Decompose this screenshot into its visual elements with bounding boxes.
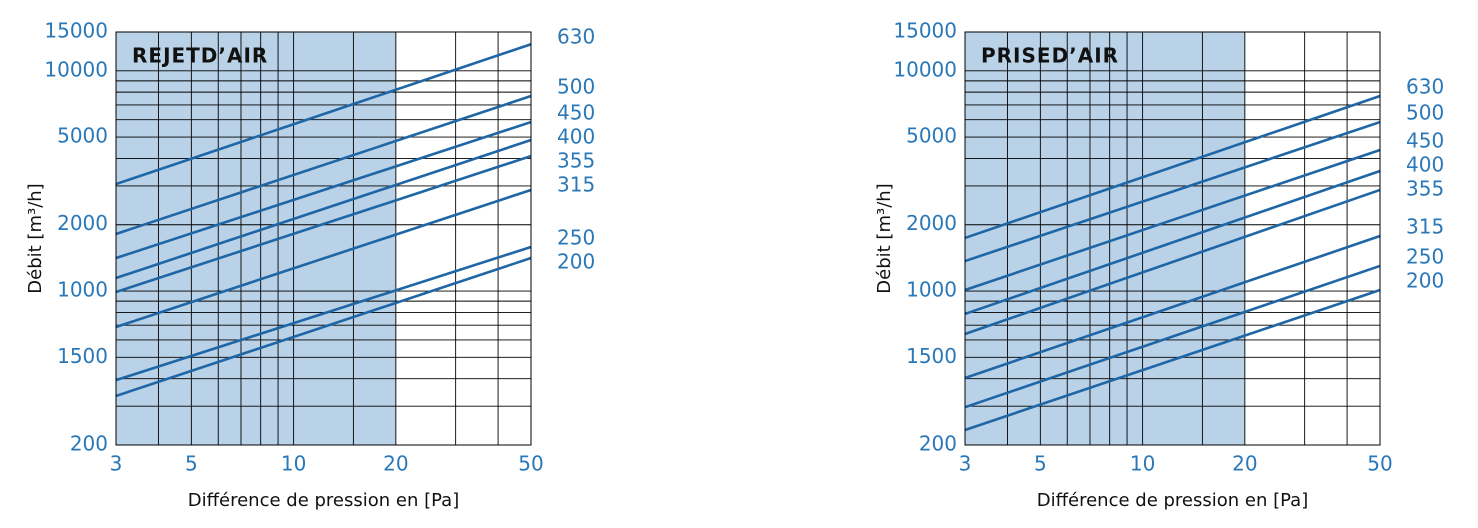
chart-title: PRISED’AIR <box>981 44 1119 68</box>
y-tick-label: 200 <box>919 432 957 456</box>
series-line <box>964 234 1381 380</box>
series-line <box>115 245 532 382</box>
shaded-region <box>965 32 1245 445</box>
y-tick-label: 1000 <box>57 278 108 302</box>
x-tick-label: 3 <box>959 452 972 476</box>
y-tick-label: 10000 <box>893 57 957 81</box>
legend-label: 400 <box>1406 152 1444 176</box>
y-tick-label: 15000 <box>893 19 957 43</box>
y-tick-label: 1500 <box>906 344 957 368</box>
series-line <box>964 169 1381 316</box>
legend-label: 315 <box>557 173 595 197</box>
series-line <box>115 154 532 294</box>
legend-label: 630 <box>1406 75 1444 99</box>
series-line <box>964 288 1381 432</box>
legend-label: 400 <box>557 125 595 149</box>
series-line <box>115 94 532 236</box>
legend-label: 200 <box>1406 268 1444 292</box>
series-line <box>964 264 1381 409</box>
legend-label: 200 <box>557 249 595 273</box>
legend-label: 315 <box>1406 214 1444 238</box>
y-tick-label: 2000 <box>906 211 957 235</box>
legend-label: 500 <box>1406 101 1444 125</box>
y-tick-label: 5000 <box>906 124 957 148</box>
y-axis-label: Débit [m³/h] <box>25 183 46 293</box>
x-tick-label: 5 <box>1034 452 1047 476</box>
x-tick-label: 20 <box>383 452 408 476</box>
y-tick-label: 1000 <box>906 278 957 302</box>
series-line <box>115 42 532 186</box>
legend-label: 250 <box>1406 244 1444 268</box>
y-tick-label: 1500 <box>57 344 108 368</box>
y-tick-label: 2000 <box>57 211 108 235</box>
legend-label: 630 <box>557 25 595 49</box>
x-tick-label: 20 <box>1232 452 1257 476</box>
series-line <box>964 94 1381 240</box>
legend-label: 355 <box>557 149 595 173</box>
x-tick-label: 3 <box>110 452 123 476</box>
shaded-region <box>116 32 396 445</box>
x-tick-label: 50 <box>518 452 543 476</box>
series-line <box>964 148 1381 292</box>
x-tick-label: 10 <box>281 452 306 476</box>
legend-label: 450 <box>557 101 595 125</box>
series-line <box>115 138 532 280</box>
legend-label: 250 <box>557 225 595 249</box>
x-tick-label: 10 <box>1130 452 1155 476</box>
x-tick-label: 50 <box>1367 452 1392 476</box>
x-axis-label: Différence de pression en [Pa] <box>188 490 459 511</box>
plot-frame <box>964 31 1381 446</box>
legend-label: 450 <box>1406 128 1444 152</box>
series-line <box>115 188 532 329</box>
y-tick-label: 200 <box>70 432 108 456</box>
series-line <box>115 256 532 398</box>
y-tick-label: 15000 <box>44 19 108 43</box>
y-tick-label: 10000 <box>44 57 108 81</box>
legend-label: 355 <box>1406 176 1444 200</box>
x-tick-label: 5 <box>185 452 198 476</box>
series-line <box>115 120 532 260</box>
chart-title: REJETD’AIR <box>132 44 268 68</box>
y-tick-label: 5000 <box>57 124 108 148</box>
series-line <box>964 188 1381 336</box>
legend-label: 500 <box>557 75 595 99</box>
series-line <box>964 120 1381 263</box>
x-axis-label: Différence de pression en [Pa] <box>1037 490 1308 511</box>
plot-frame <box>115 31 532 446</box>
y-axis-label: Débit [m³/h] <box>874 183 895 293</box>
